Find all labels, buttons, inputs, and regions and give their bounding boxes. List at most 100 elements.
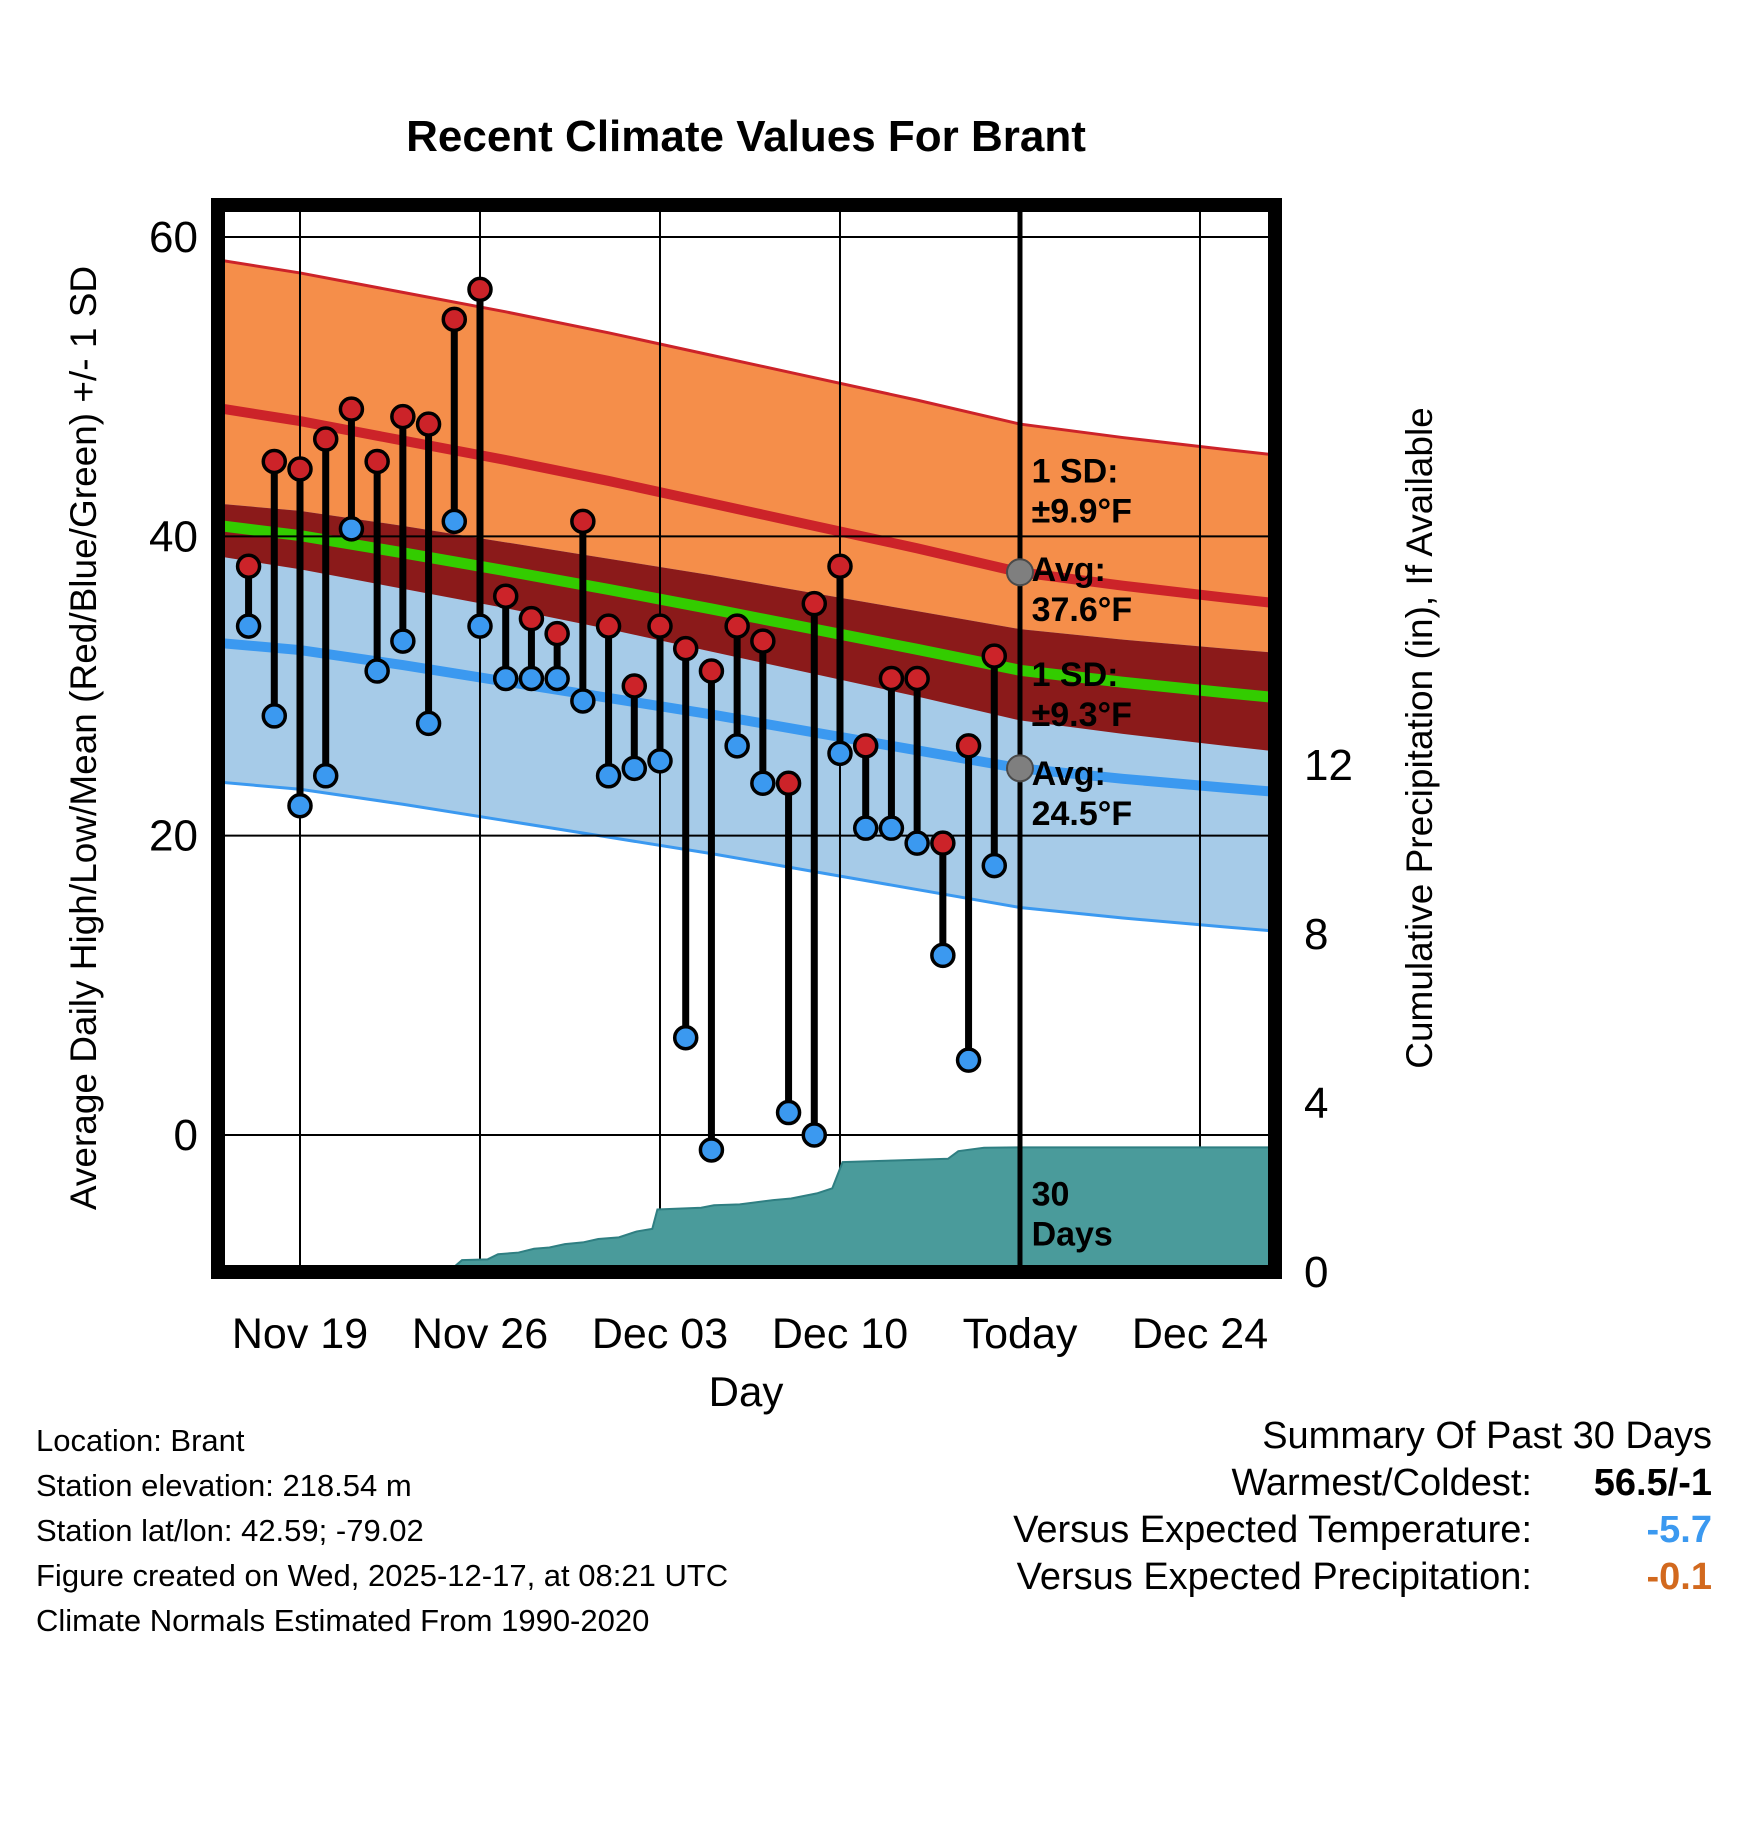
daily-high-dot xyxy=(878,665,905,692)
daily-low-dot xyxy=(621,755,648,782)
x-axis-label: Day xyxy=(708,1368,784,1415)
mean-line xyxy=(218,519,1275,704)
x-tick-label: Today xyxy=(963,1310,1078,1358)
footer-elevation: Station elevation: 218.54 m xyxy=(36,1468,412,1503)
daily-high-dot xyxy=(775,770,802,797)
chart-annotation: 1 SD: ±9.9°F xyxy=(1032,452,1132,530)
daily-low-dot xyxy=(775,1099,802,1126)
daily-low-dot xyxy=(750,770,776,797)
precip-area xyxy=(448,1146,1275,1272)
warmest-coldest-label: Warmest/Coldest: xyxy=(1231,1462,1532,1504)
daily-low-dot xyxy=(955,1047,982,1073)
daily-high-dot xyxy=(467,276,493,303)
daily-low-dot xyxy=(698,1137,725,1163)
daily-low-dot xyxy=(287,792,313,819)
vs-precipitation-value: -0.1 xyxy=(1646,1556,1712,1598)
daily-high-dot xyxy=(955,733,982,759)
daily-low-dot xyxy=(390,628,416,654)
daily-low-dot xyxy=(672,1024,699,1051)
chart-annotation: 30 Days xyxy=(1032,1175,1113,1253)
daily-high-dot xyxy=(750,628,776,654)
daily-high-dot xyxy=(312,426,339,452)
x-tick-label: Dec 10 xyxy=(772,1310,908,1358)
left-tick-label: 60 xyxy=(149,213,198,262)
daily-low-dot xyxy=(724,733,750,759)
vs-temperature-value: -5.7 xyxy=(1646,1509,1712,1551)
daily-low-dot xyxy=(492,665,519,692)
left-tick-label: 40 xyxy=(149,512,198,561)
daily-high-dot xyxy=(492,583,519,609)
summary-row-vs-temperature: Versus Expected Temperature: -5.7 xyxy=(1013,1507,1712,1554)
chart-title: Recent Climate Values For Brant xyxy=(406,112,1086,161)
daily-high-dot xyxy=(930,830,956,856)
daily-low-dot xyxy=(801,1122,828,1148)
daily-high-dot xyxy=(647,613,673,639)
footer-normals: Climate Normals Estimated From 1990-2020 xyxy=(36,1603,650,1638)
right-tick-label: 12 xyxy=(1304,741,1353,790)
x-tick-label: Nov 19 xyxy=(232,1310,368,1358)
plot-area: 1 SD: ±9.9°F Avg: 37.6°F 1 SD: ±9.3°F Avg: 24.5… xyxy=(218,205,1275,1272)
daily-low-dot xyxy=(904,830,930,856)
x-tick-label: Dec 03 xyxy=(592,1310,728,1358)
summary-row-vs-precipitation: Versus Expected Precipitation: -0.1 xyxy=(1013,1554,1712,1601)
plot-border xyxy=(211,198,1282,1279)
avg-low-today-dot xyxy=(1005,754,1034,783)
daily-high-dot xyxy=(698,658,725,684)
daily-high-dot xyxy=(518,605,545,632)
daily-low-dot xyxy=(518,665,545,692)
daily-low-dot xyxy=(544,665,570,692)
high-band-top-edge xyxy=(218,258,1275,457)
left-tick-label: 20 xyxy=(149,812,198,861)
daily-high-dot xyxy=(338,396,365,422)
summary-panel: Summary Of Past 30 Days Warmest/Coldest:… xyxy=(1013,1413,1712,1601)
daily-low-dot xyxy=(338,516,365,542)
right-tick-label: 0 xyxy=(1304,1248,1328,1297)
daily-high-dot xyxy=(415,411,442,437)
daily-low-dot xyxy=(441,508,468,535)
daily-low-dot xyxy=(261,703,288,729)
daily-high-dot xyxy=(287,456,313,482)
daily-low-dot xyxy=(364,658,390,684)
summary-heading: Summary Of Past 30 Days xyxy=(1262,1415,1712,1457)
warmest-coldest-value: 56.5/-1 xyxy=(1593,1462,1712,1504)
daily-high-dot xyxy=(672,635,699,662)
daily-high-dot xyxy=(852,733,879,759)
x-tick-label: Nov 26 xyxy=(412,1310,548,1358)
right-tick-label: 8 xyxy=(1304,910,1328,959)
left-tick-label: 0 xyxy=(174,1111,198,1160)
daily-high-dot xyxy=(595,613,622,639)
daily-low-dot xyxy=(878,815,905,841)
x-tick-label: Dec 24 xyxy=(1132,1310,1268,1358)
daily-high-dot xyxy=(724,613,750,639)
daily-high-dot xyxy=(235,553,262,580)
avg-high-today-dot xyxy=(1005,558,1034,587)
avg-high-line xyxy=(218,403,1275,609)
daily-low-dot xyxy=(570,688,596,714)
daily-low-dot xyxy=(852,815,879,841)
daily-high-dot xyxy=(621,673,648,699)
daily-high-dot xyxy=(904,665,930,692)
daily-high-dot xyxy=(544,620,570,647)
chart-annotation: Avg: 24.5°F xyxy=(1032,755,1133,833)
summary-row-warmest-coldest: Warmest/Coldest: 56.5/-1 xyxy=(1013,1460,1712,1507)
daily-low-dot xyxy=(930,942,956,969)
daily-low-dot xyxy=(647,748,673,774)
daily-low-dot xyxy=(235,613,262,639)
daily-high-dot xyxy=(570,508,596,535)
daily-high-dot xyxy=(390,403,416,430)
daily-high-dot xyxy=(261,448,288,475)
right-tick-label: 4 xyxy=(1304,1079,1328,1128)
footer-location: Location: Brant xyxy=(36,1423,245,1458)
daily-high-dot xyxy=(981,643,1008,669)
vs-temperature-label: Versus Expected Temperature: xyxy=(1013,1509,1532,1551)
daily-low-dot xyxy=(415,710,442,737)
daily-low-dot xyxy=(981,852,1008,879)
vs-precipitation-label: Versus Expected Precipitation: xyxy=(1016,1556,1532,1598)
chart-annotation: 1 SD: ±9.3°F xyxy=(1032,656,1132,734)
daily-high-dot xyxy=(364,448,390,475)
daily-high-dot xyxy=(441,306,468,333)
daily-low-dot xyxy=(595,763,622,789)
low-band-bottom-edge xyxy=(218,780,1275,933)
